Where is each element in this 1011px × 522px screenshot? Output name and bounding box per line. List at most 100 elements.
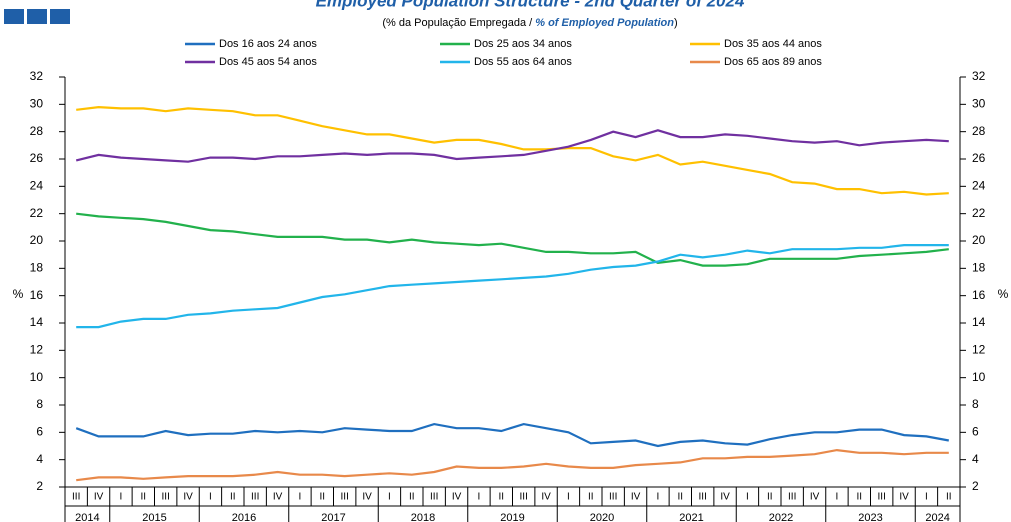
y2-tick-label: 12 [972,343,986,357]
x-group-label: 2019 [500,512,524,522]
x-tick-label: I [657,492,660,503]
x-tick-label: IV [183,492,193,503]
y-tick-label: 28 [30,124,44,138]
y-tick-label: 8 [36,397,43,411]
subtitle-pt: (% da População Empregada / [382,17,535,29]
y-tick-label: 2 [36,479,43,493]
series-line [75,422,949,448]
logo [4,9,70,24]
subtitle-close: ) [674,17,678,29]
y-tick-label: 24 [30,179,44,193]
series-line [76,105,949,196]
y2-tick-label: 26 [972,151,986,165]
logo-block [4,9,24,24]
y2-tick-label: 30 [972,97,986,111]
y2-tick-label: 4 [972,452,979,466]
x-tick-label: III [162,492,170,503]
y-tick-label: 10 [30,370,44,384]
x-group-label: 2020 [590,512,614,522]
x-tick-label: I [120,492,123,503]
x-group-label: 2024 [925,512,949,522]
x-tick-label: I [567,492,570,503]
x-group-label: 2016 [232,512,256,522]
x-tick-label: IV [452,492,462,503]
x-tick-label: I [746,492,749,503]
series-line [76,448,949,482]
y-tick-label: 18 [30,261,44,275]
x-tick-label: IV [94,492,104,503]
y-tick-label: 14 [30,315,44,329]
x-tick-label: II [409,492,415,503]
series-line [76,244,949,329]
x-group-label: 2023 [858,512,882,522]
x-tick-label: IV [273,492,283,503]
x-tick-label: I [836,492,839,503]
x-tick-label: I [299,492,302,503]
x-tick-label: I [478,492,481,503]
x-tick-label: III [609,492,617,503]
y2-tick-label: 18 [972,261,986,275]
y2-tick-label: 20 [972,233,986,247]
x-tick-label: III [878,492,886,503]
x-tick-label: III [430,492,438,503]
y2-tick-label: 22 [972,206,986,220]
x-tick-label: II [499,492,505,503]
x-tick-label: II [857,492,863,503]
x-tick-label: III [788,492,796,503]
y2-tick-label: 14 [972,315,986,329]
chart-subtitle: (% da População Empregada / % of Employe… [382,17,677,29]
y2-tick-label: 2 [972,479,979,493]
x-group-label: 2015 [142,512,166,522]
x-tick-label: IV [720,492,730,503]
x-tick-label: IV [899,492,909,503]
x-tick-label: III [699,492,707,503]
legend-label: Dos 16 aos 24 anos [219,38,317,50]
chart-title: Employed Population Structure - 2nd Quar… [316,0,745,10]
y-tick-label: 22 [30,206,44,220]
x-tick-label: II [320,492,326,503]
legend-label: Dos 25 aos 34 anos [474,38,572,50]
legend-label: Dos 45 aos 54 anos [219,56,317,68]
y2-tick-label: 10 [972,370,986,384]
x-tick-label: III [72,492,80,503]
x-group-label: 2018 [411,512,435,522]
x-tick-label: IV [362,492,372,503]
x-tick-label: IV [541,492,551,503]
y-tick-label: 30 [30,97,44,111]
y-tick-label: 6 [36,425,43,439]
y-tick-label: 4 [36,452,43,466]
y2-tick-label: 16 [972,288,986,302]
legend-label: Dos 65 aos 89 anos [724,56,822,68]
x-tick-label: II [678,492,684,503]
y2-tick-label: 32 [972,69,986,83]
series-line [76,212,949,267]
x-tick-label: II [946,492,952,503]
x-tick-label: III [520,492,528,503]
y2-axis-label: % [998,287,1009,301]
x-group-label: 2022 [769,512,793,522]
y-axis-label: % [13,287,24,301]
x-tick-label: II [767,492,773,503]
x-tick-label: III [341,492,349,503]
y-tick-label: 20 [30,233,44,247]
x-group-label: 2021 [679,512,703,522]
x-tick-label: III [251,492,259,503]
x-tick-label: IV [810,492,820,503]
y-tick-label: 12 [30,343,44,357]
y2-tick-label: 28 [972,124,986,138]
x-tick-label: IV [631,492,641,503]
x-tick-label: II [230,492,236,503]
y2-tick-label: 24 [972,179,986,193]
series-line [75,129,949,163]
logo-block [50,9,70,24]
legend-label: Dos 35 aos 44 anos [724,38,822,50]
y-tick-label: 32 [30,69,44,83]
legend-label: Dos 55 aos 64 anos [474,56,572,68]
subtitle-en: % of Employed Population [535,17,674,29]
x-tick-label: I [388,492,391,503]
logo-block [27,9,47,24]
x-group-label: 2014 [75,512,99,522]
x-tick-label: I [209,492,212,503]
x-tick-label: I [925,492,928,503]
